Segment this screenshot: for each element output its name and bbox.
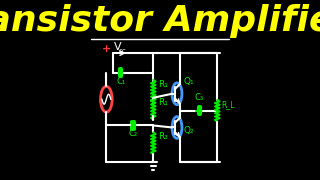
Text: Q₁: Q₁ xyxy=(183,77,194,86)
Text: +: + xyxy=(101,44,111,54)
Text: C₁: C₁ xyxy=(116,77,125,86)
Text: R_L: R_L xyxy=(221,100,234,109)
Text: V: V xyxy=(114,42,122,52)
Text: R₃: R₃ xyxy=(158,132,168,141)
Text: R₁: R₁ xyxy=(158,80,168,89)
Text: Transistor Amplifiers: Transistor Amplifiers xyxy=(0,4,320,38)
Text: Q₂: Q₂ xyxy=(183,126,194,135)
Text: C₂: C₂ xyxy=(129,129,138,138)
Text: C₃: C₃ xyxy=(195,93,204,102)
Text: cc: cc xyxy=(118,48,126,54)
Text: R₁: R₁ xyxy=(158,98,168,107)
